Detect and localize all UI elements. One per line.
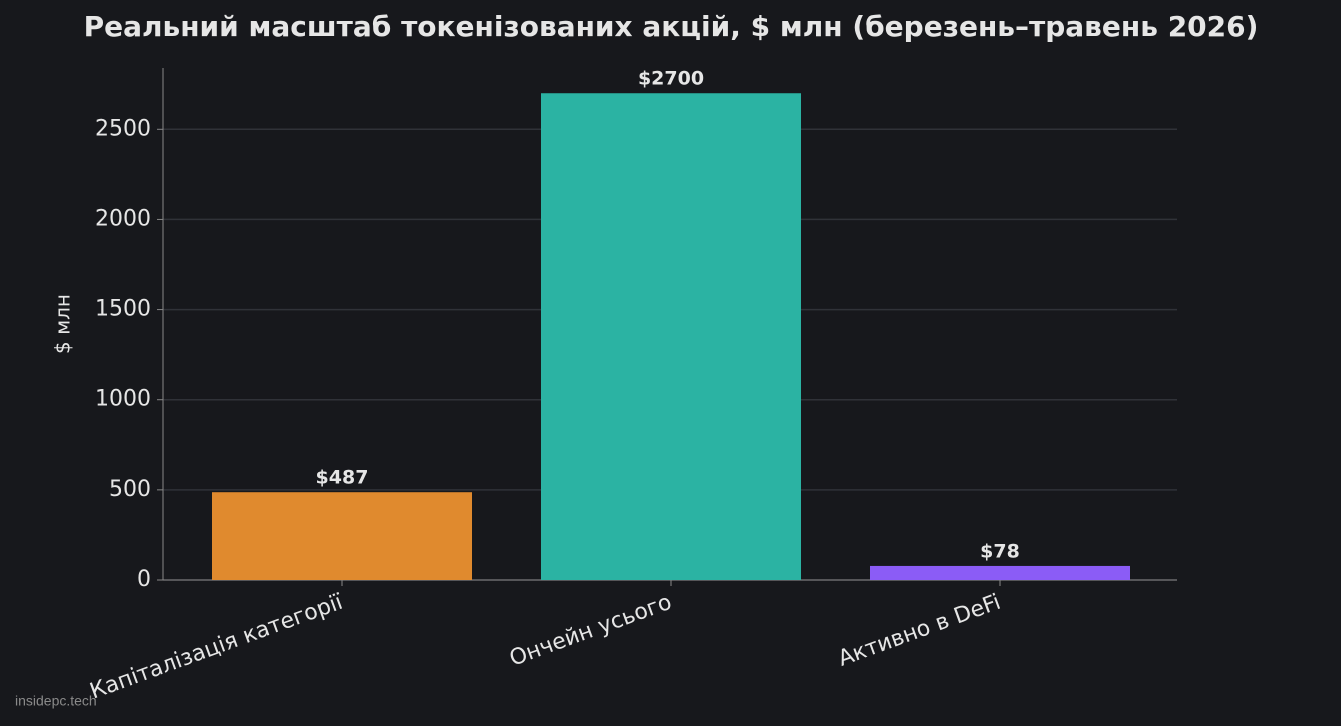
chart-title: Реальний масштаб токенізованих акцій, $ … bbox=[84, 10, 1259, 43]
y-tick-label: 2000 bbox=[95, 206, 151, 231]
bar bbox=[541, 93, 801, 580]
y-axis-label: $ млн bbox=[51, 294, 75, 354]
bar bbox=[212, 492, 472, 580]
value-label: $487 bbox=[316, 467, 369, 489]
y-tick-label: 500 bbox=[109, 477, 151, 502]
value-label: $2700 bbox=[638, 68, 704, 90]
y-tick-label: 0 bbox=[137, 567, 151, 592]
watermark: insidepc.tech bbox=[15, 693, 97, 709]
y-tick-label: 1000 bbox=[95, 387, 151, 412]
y-tick-label: 1500 bbox=[95, 297, 151, 322]
y-tick-label: 2500 bbox=[95, 116, 151, 141]
value-label: $78 bbox=[980, 540, 1020, 562]
bar bbox=[870, 565, 1130, 580]
